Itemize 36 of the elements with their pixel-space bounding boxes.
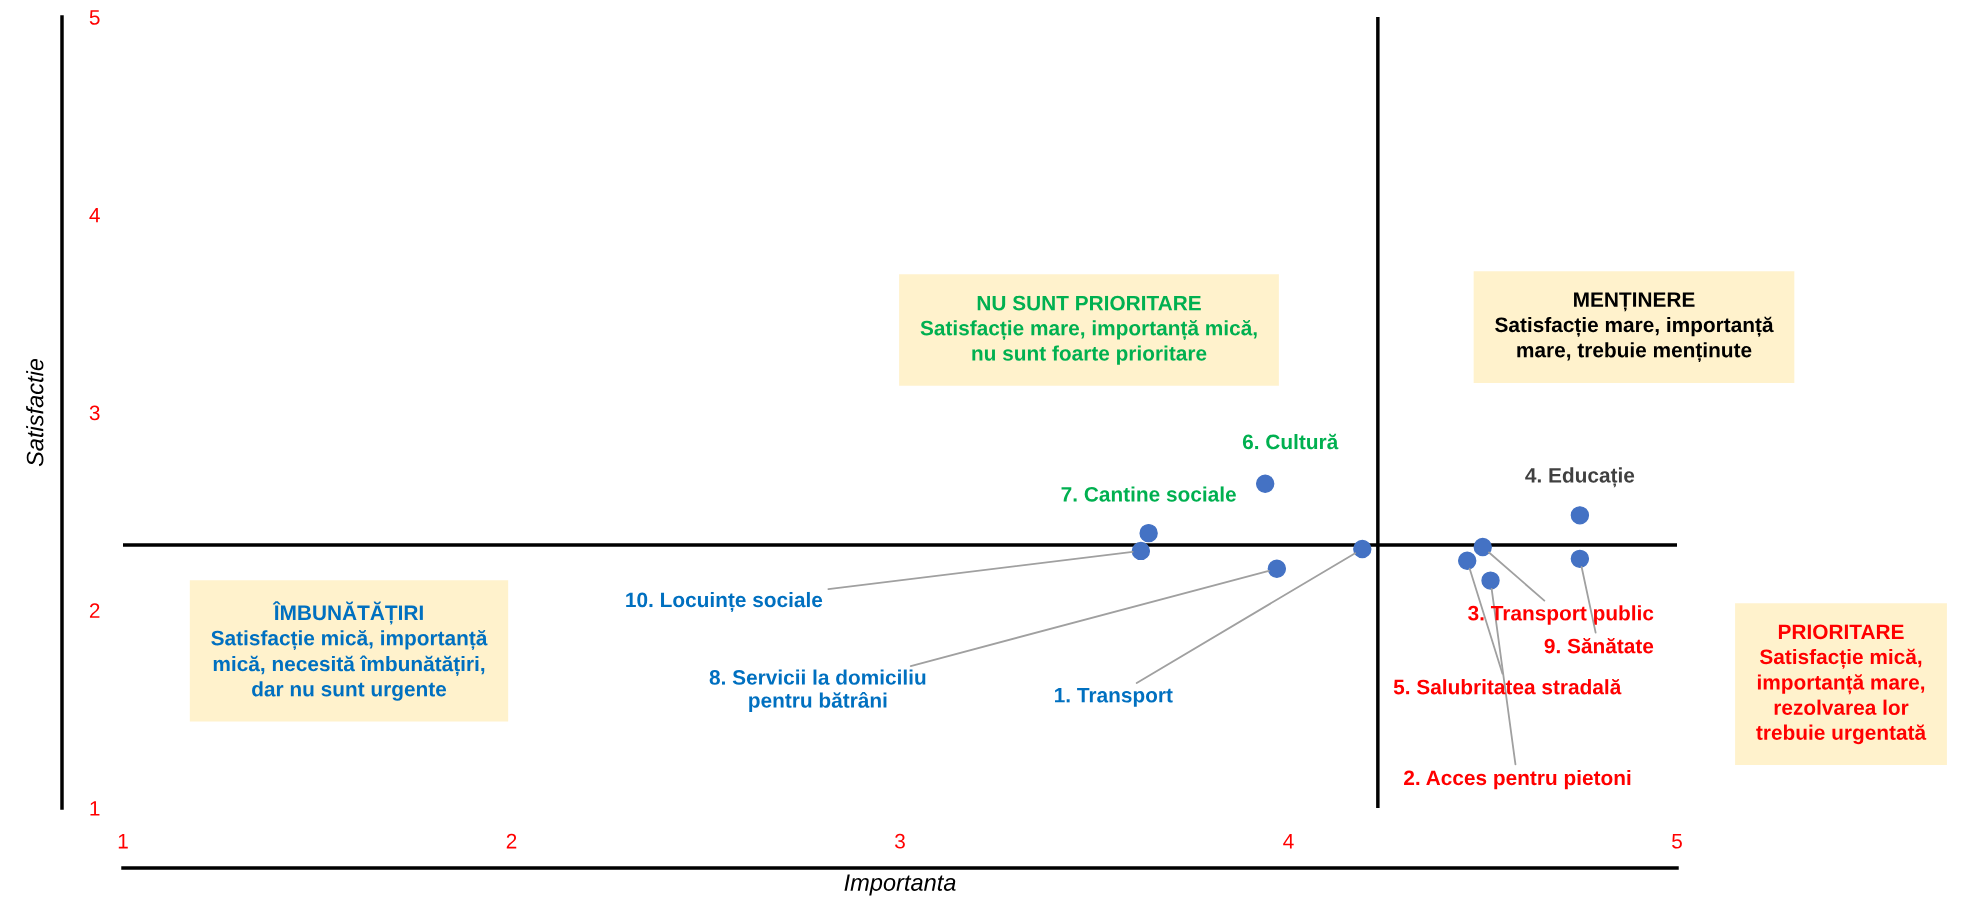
y-tick-label: 4: [89, 207, 100, 223]
annotation: 6. Cultură: [1242, 433, 1339, 450]
annotation: 8. Servicii la domiciliu pentru bătrâni: [709, 669, 926, 712]
text: PRIORITARE Satisfacție mică, importanță mare, rezolvarea lor trebuie urgentată: [1756, 624, 1927, 745]
point: [1353, 539, 1372, 559]
annotation: MENȚINERE Satisfacție mare, importanță mare, trebuie menținute: [1495, 292, 1774, 363]
y-tick-label: 5: [89, 10, 100, 25]
y-tick-label: 3: [89, 405, 100, 421]
point: [1131, 541, 1151, 561]
x-tick-label: 1: [118, 834, 128, 849]
annotation: 3. Transport public: [1468, 605, 1654, 625]
point: [1570, 506, 1590, 525]
annotation: 2. Acces pentru pietoni: [1404, 769, 1631, 790]
point: [1570, 549, 1590, 569]
annotation: 1. Transport: [1055, 688, 1173, 707]
x-tick-label: 5: [1672, 834, 1682, 849]
point: [1473, 537, 1492, 557]
x-tick-label: 3: [895, 833, 905, 849]
x-tick-label: 2: [506, 833, 517, 849]
y-tick-label: 2: [89, 603, 100, 618]
point: [1139, 523, 1158, 543]
annotation: 9. Sănătate: [1544, 637, 1654, 654]
point: [1255, 474, 1275, 493]
annotation: NU SUNT PRIORITARE Satisfacție mare, importanță mică, nu sunt foarte prioritare: [920, 295, 1257, 365]
y-axis-title: Satisfactie: [26, 358, 44, 467]
y-tick-label: 1: [90, 801, 100, 816]
annotation: 4. Educație: [1525, 467, 1635, 488]
point: [1458, 551, 1477, 571]
annotation: 10. Locuințe sociale: [626, 591, 823, 612]
point: [1481, 571, 1500, 590]
x-tick-label: 4: [1283, 834, 1294, 849]
point: [1267, 559, 1287, 578]
annotation: 7. Cantine sociale: [1061, 486, 1236, 502]
x-axis-title: Importanta: [844, 874, 956, 896]
annotation: ÎMBUNĂTĂȚIRI Satisfacție mică, importanță mică, necesită îmbunătățiri, dar nu sunt urgente: [211, 601, 488, 701]
annotation: 5. Salubritatea stradală: [1393, 678, 1622, 695]
